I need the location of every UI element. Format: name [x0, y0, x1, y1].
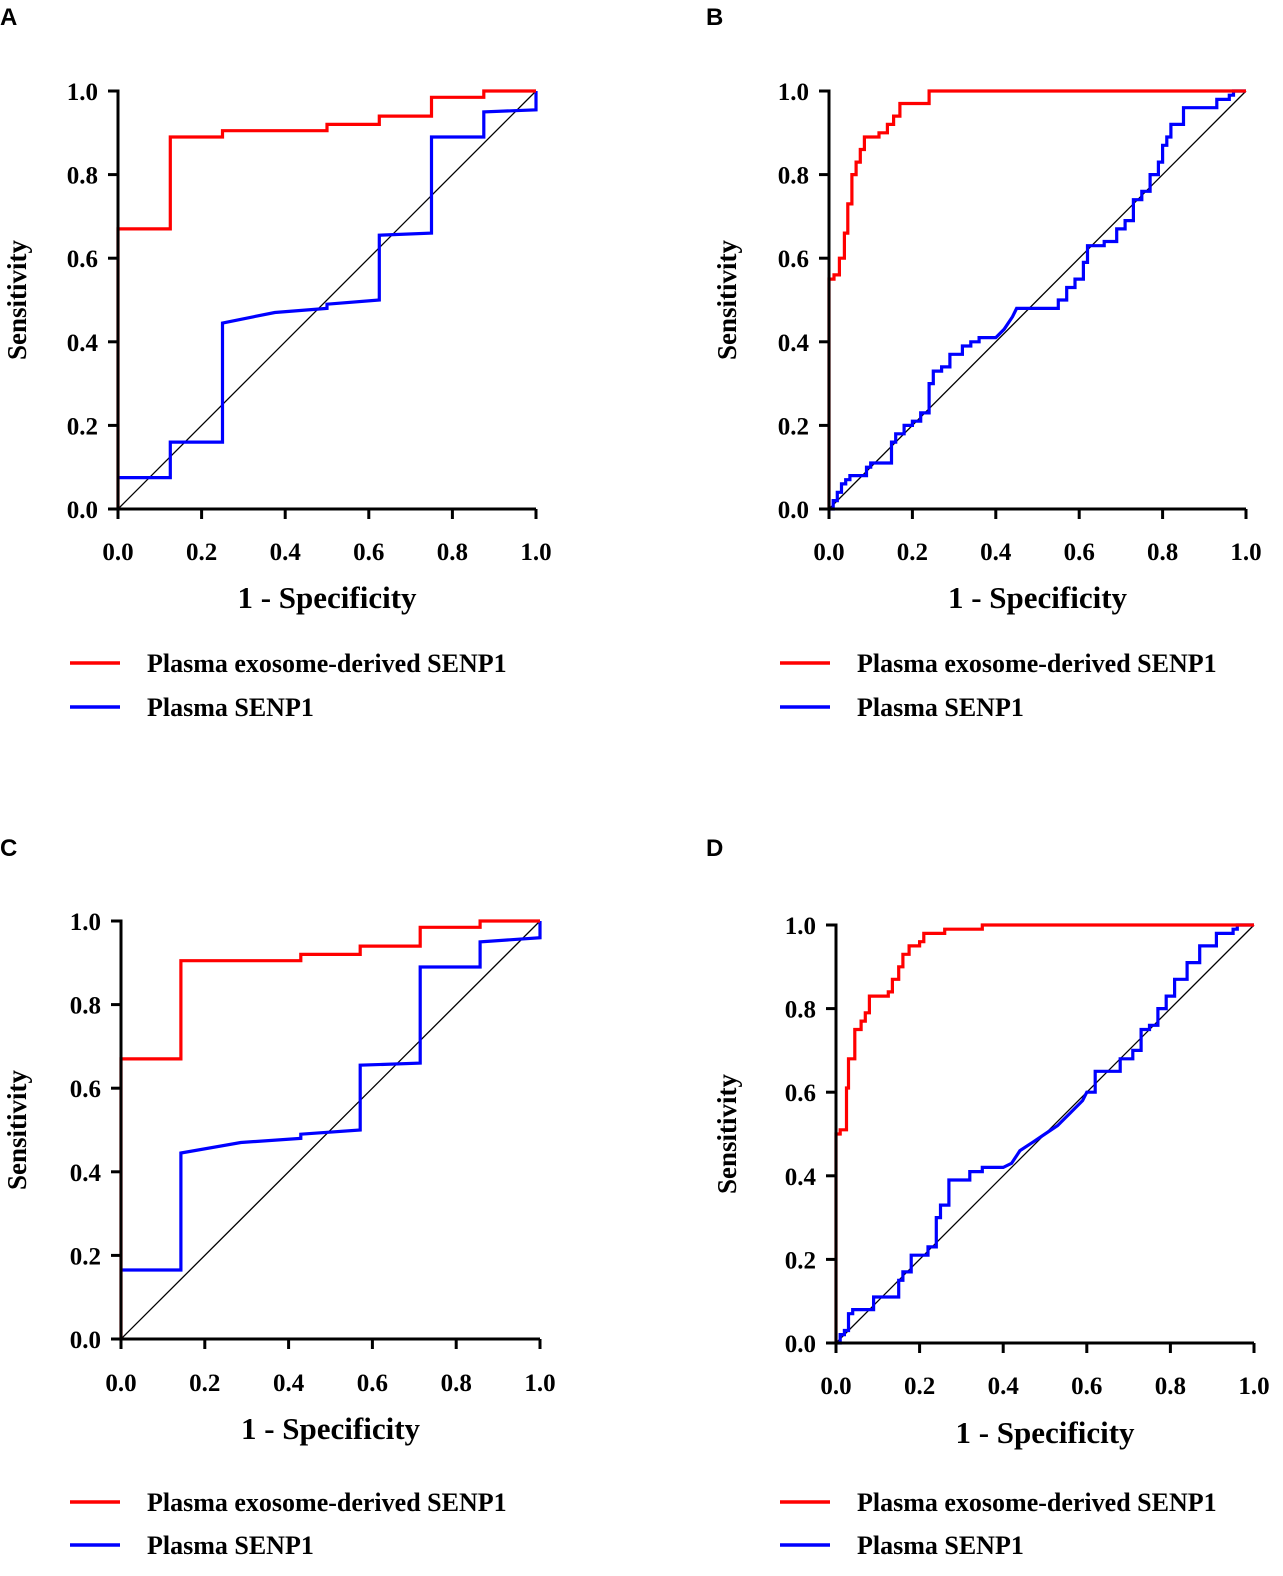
y-axis-title: Sensitivity [2, 239, 32, 360]
legend-label: Plasma exosome-derived SENP1 [147, 649, 507, 678]
y-tick-label: 0.4 [778, 330, 810, 357]
x-axis-title: 1 - Specificity [948, 580, 1128, 615]
y-tick-label: 0.0 [778, 497, 809, 524]
x-tick-label: 0.8 [441, 1370, 472, 1397]
x-tick-label: 0.4 [270, 539, 302, 566]
y-tick-label: 1.0 [67, 79, 98, 106]
x-tick-label: 0.8 [1155, 1373, 1186, 1400]
reference-diagonal-line [117, 90, 537, 510]
y-tick-label: 0.4 [70, 1160, 102, 1187]
y-tick-label: 0.2 [778, 413, 809, 440]
y-tick-label: 0.6 [70, 1076, 101, 1103]
legend-label: Plasma SENP1 [857, 1531, 1024, 1560]
x-tick-label: 0.2 [186, 539, 217, 566]
legend: Plasma exosome-derived SENP1 Plasma SENP1 [780, 1488, 1217, 1560]
legend-label: Plasma exosome-derived SENP1 [857, 1488, 1217, 1517]
x-axis-title: 1 - Specificity [237, 580, 417, 615]
x-tick-label: 1.0 [1238, 1373, 1269, 1400]
legend: Plasma exosome-derived SENP1 Plasma SENP1 [70, 1488, 507, 1560]
legend-label: Plasma exosome-derived SENP1 [857, 649, 1217, 678]
roc-curve-plasma-senp1 [836, 923, 1254, 1345]
x-tick-label: 0.6 [1064, 539, 1095, 566]
x-tick-label: 0.8 [1147, 539, 1178, 566]
roc-curve-exosome-senp1 [834, 923, 1254, 1343]
legend-label: Plasma SENP1 [147, 1531, 314, 1560]
y-tick-label: 1.0 [785, 913, 816, 940]
y-tick-label: 0.4 [67, 330, 99, 357]
y-axis-title: Sensitivity [712, 239, 742, 360]
y-tick-label: 0.4 [785, 1164, 817, 1191]
roc-curve-exosome-senp1 [827, 89, 1246, 509]
panel-c: C 0.0 0.2 0.4 0.6 0.8 1.0 0.0 0.2 0.4 0.6 0.8 1.0 1 -… [0, 835, 556, 1560]
roc-curve-plasma-senp1 [829, 89, 1246, 511]
y-tick-label: 0.0 [785, 1331, 816, 1358]
x-tick-label: 0.4 [988, 1373, 1020, 1400]
reference-diagonal-line [120, 920, 541, 1340]
panel-letter: A [0, 4, 17, 31]
x-tick-label: 0.2 [897, 539, 928, 566]
y-tick-label: 0.2 [785, 1247, 816, 1274]
legend-label: Plasma exosome-derived SENP1 [147, 1488, 507, 1517]
y-tick-label: 0.6 [778, 246, 809, 273]
x-tick-label: 0.6 [1071, 1373, 1102, 1400]
y-tick-label: 0.8 [70, 993, 101, 1020]
x-tick-label: 0.6 [353, 539, 384, 566]
y-tick-label: 0.8 [785, 997, 816, 1024]
reference-diagonal-line [828, 90, 1247, 510]
x-tick-label: 0.4 [273, 1370, 305, 1397]
x-tick-label: 1.0 [1230, 539, 1261, 566]
x-tick-label: 0.4 [980, 539, 1012, 566]
x-axis-title: 1 - Specificity [241, 1411, 421, 1446]
x-tick-label: 0.8 [437, 539, 468, 566]
x-tick-label: 0.6 [357, 1370, 388, 1397]
y-tick-label: 1.0 [70, 909, 101, 936]
x-tick-label: 0.0 [820, 1373, 851, 1400]
y-tick-label: 0.2 [67, 413, 98, 440]
roc-curve-exosome-senp1 [116, 89, 536, 509]
panel-letter: B [706, 4, 723, 31]
x-tick-label: 1.0 [520, 539, 551, 566]
roc-curve-plasma-senp1 [121, 921, 542, 1272]
x-tick-label: 0.2 [189, 1370, 220, 1397]
x-axis-title: 1 - Specificity [955, 1415, 1135, 1450]
x-tick-label: 0.0 [813, 539, 844, 566]
panel-a: A 0.0 0.2 0.4 0.6 0.8 1.0 0.0 0.2 0.4 0.6 0.8 1.0 1 -… [0, 4, 552, 722]
roc-curve-plasma-senp1 [118, 91, 538, 480]
x-tick-label: 0.2 [904, 1373, 935, 1400]
y-axis-title: Sensitivity [712, 1073, 742, 1194]
y-tick-label: 0.0 [67, 497, 98, 524]
legend-label: Plasma SENP1 [857, 693, 1024, 722]
y-tick-label: 1.0 [778, 79, 809, 106]
legend-label: Plasma SENP1 [147, 693, 314, 722]
panel-letter: D [706, 835, 723, 862]
y-axis-title: Sensitivity [2, 1069, 32, 1190]
legend: Plasma exosome-derived SENP1 Plasma SENP1 [70, 649, 507, 722]
y-tick-label: 0.8 [67, 163, 98, 190]
y-tick-label: 0.6 [67, 246, 98, 273]
x-tick-label: 0.0 [105, 1370, 136, 1397]
panel-letter: C [0, 835, 17, 862]
y-tick-label: 0.2 [70, 1243, 101, 1270]
roc-curve-exosome-senp1 [119, 919, 540, 1339]
panel-b: B 0.0 0.2 0.4 0.6 0.8 1.0 0.0 0.2 0.4 0.6 0.8 1.0 1 -… [706, 4, 1262, 722]
x-tick-label: 0.0 [102, 539, 133, 566]
panel-d: D 0.0 0.2 0.4 0.6 0.8 1.0 0.0 0.2 0.4 0.6 0.8 1.0 1 -… [706, 835, 1270, 1560]
y-tick-label: 0.0 [70, 1327, 101, 1354]
legend: Plasma exosome-derived SENP1 Plasma SENP1 [780, 649, 1217, 722]
y-tick-label: 0.6 [785, 1080, 816, 1107]
y-tick-label: 0.8 [778, 163, 809, 190]
x-tick-label: 1.0 [524, 1370, 555, 1397]
